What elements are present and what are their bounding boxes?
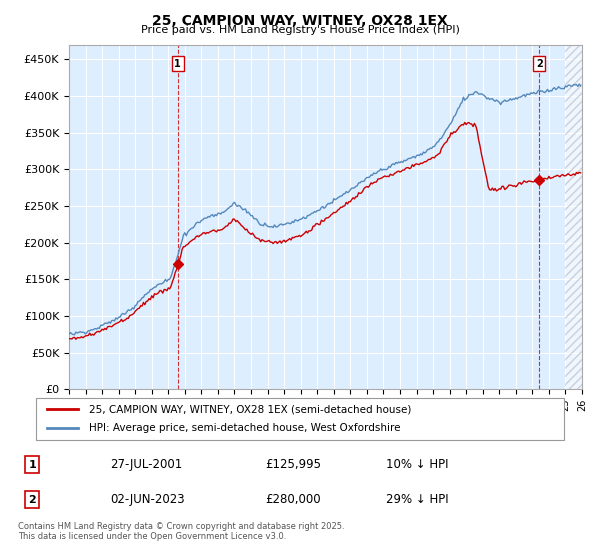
Text: HPI: Average price, semi-detached house, West Oxfordshire: HPI: Average price, semi-detached house,… — [89, 423, 400, 433]
Text: 1: 1 — [28, 460, 36, 470]
Text: 25, CAMPION WAY, WITNEY, OX28 1EX: 25, CAMPION WAY, WITNEY, OX28 1EX — [152, 14, 448, 28]
Text: 2: 2 — [28, 494, 36, 505]
Text: £280,000: £280,000 — [265, 493, 321, 506]
Text: Price paid vs. HM Land Registry's House Price Index (HPI): Price paid vs. HM Land Registry's House … — [140, 25, 460, 35]
Text: £125,995: £125,995 — [265, 458, 322, 472]
Text: 1: 1 — [175, 59, 181, 69]
Text: 29% ↓ HPI: 29% ↓ HPI — [386, 493, 449, 506]
Text: 25, CAMPION WAY, WITNEY, OX28 1EX (semi-detached house): 25, CAMPION WAY, WITNEY, OX28 1EX (semi-… — [89, 404, 411, 414]
Text: 02-JUN-2023: 02-JUN-2023 — [110, 493, 185, 506]
Text: 2: 2 — [536, 59, 542, 69]
Text: 27-JUL-2001: 27-JUL-2001 — [110, 458, 182, 472]
Text: Contains HM Land Registry data © Crown copyright and database right 2025.
This d: Contains HM Land Registry data © Crown c… — [18, 522, 344, 542]
Text: 10% ↓ HPI: 10% ↓ HPI — [386, 458, 449, 472]
